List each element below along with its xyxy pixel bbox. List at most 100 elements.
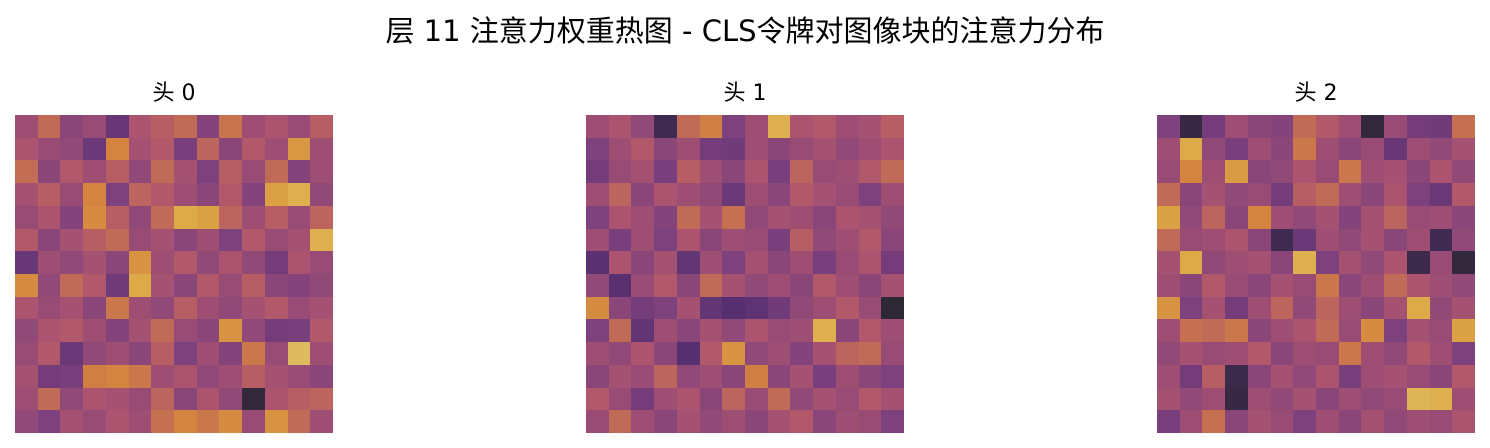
heatmap-cell: [1406, 160, 1430, 184]
heatmap-cell: [1315, 228, 1339, 252]
heatmap-cell: [1315, 387, 1339, 411]
heatmap-cell: [37, 319, 61, 343]
heatmap-cell: [1338, 137, 1362, 161]
heatmap-cell: [105, 410, 129, 433]
heatmap-cell: [264, 410, 288, 433]
heatmap-cell: [37, 183, 61, 206]
heatmap-cell: [105, 183, 129, 206]
heatmap-cell: [1225, 410, 1248, 433]
heatmap-cell: [654, 137, 677, 161]
heatmap-cell: [287, 410, 311, 433]
heatmap-cell: [219, 410, 243, 433]
heatmap-cell: [1384, 228, 1407, 252]
heatmap-cell: [1338, 160, 1362, 184]
heatmap-cell: [631, 387, 655, 411]
heatmap-cell: [1270, 342, 1294, 365]
heatmap-cell: [586, 137, 609, 161]
heatmap-cell: [1270, 251, 1294, 274]
heatmap-cell: [173, 319, 197, 343]
heatmap-cell: [1293, 342, 1316, 365]
heatmap-cell: [242, 251, 265, 274]
heatmap-cell: [1429, 160, 1453, 184]
heatmap-cell: [219, 364, 243, 388]
heatmap-cell: [858, 273, 882, 297]
heatmap-cell: [767, 342, 791, 365]
heatmap-cell: [631, 273, 655, 297]
heatmap-cell: [1452, 273, 1475, 297]
heatmap-cell: [676, 160, 700, 184]
heatmap-cell: [744, 115, 768, 138]
heatmap-cell: [128, 137, 152, 161]
heatmap-cell: [196, 410, 220, 433]
heatmap-cell: [744, 205, 768, 229]
heatmap-cell: [790, 137, 814, 161]
heatmap-cell: [858, 228, 882, 252]
heatmap-cell: [676, 115, 700, 138]
heatmap-cell: [219, 296, 243, 320]
heatmap-cell: [264, 296, 288, 320]
heatmap-cell: [1338, 183, 1362, 206]
heatmap-cell: [744, 137, 768, 161]
heatmap-cell: [858, 410, 882, 433]
heatmap-cell: [790, 342, 814, 365]
heatmap-cell: [219, 137, 243, 161]
heatmap-cell: [60, 160, 84, 184]
heatmap-cell: [767, 205, 791, 229]
heatmap-cell: [1384, 342, 1407, 365]
heatmap-cell: [1225, 183, 1248, 206]
heatmap-cell: [1247, 251, 1271, 274]
heatmap-cell: [835, 410, 859, 433]
heatmap-cell: [881, 387, 904, 411]
heatmap-cell: [813, 342, 836, 365]
heatmap-cell: [1157, 296, 1180, 320]
heatmap-cell: [1338, 364, 1362, 388]
heatmap-cell: [813, 296, 836, 320]
heatmap-cell: [151, 296, 174, 320]
heatmap-cell: [813, 115, 836, 138]
heatmap-cell: [722, 387, 745, 411]
heatmap-cell: [813, 183, 836, 206]
heatmap-cell: [722, 137, 745, 161]
heatmap-cell: [631, 251, 655, 274]
heatmap-cell: [586, 364, 609, 388]
heatmap-cell: [790, 410, 814, 433]
heatmap-cell: [37, 115, 61, 138]
heatmap-cell: [608, 228, 632, 252]
heatmap-cell: [676, 183, 700, 206]
heatmap-cell: [1270, 205, 1294, 229]
heatmap-cell: [1384, 251, 1407, 274]
heatmap-cell: [586, 160, 609, 184]
heatmap-panel-head-2: 头 2: [1157, 78, 1475, 433]
heatmap-cell: [1452, 410, 1475, 433]
heatmap-cell: [1338, 387, 1362, 411]
heatmap-cell: [744, 319, 768, 343]
heatmap-cell: [744, 273, 768, 297]
heatmap-cell: [699, 160, 723, 184]
heatmap-cell: [813, 364, 836, 388]
heatmap-cell: [60, 183, 84, 206]
heatmap-cell: [60, 205, 84, 229]
heatmap-cell: [767, 364, 791, 388]
heatmap-cell: [196, 387, 220, 411]
heatmap-cell: [83, 364, 106, 388]
heatmap-cell: [15, 410, 38, 433]
heatmap-cell: [1429, 205, 1453, 229]
heatmap-cell: [858, 183, 882, 206]
heatmap-cell: [1202, 137, 1226, 161]
heatmap-cell: [790, 183, 814, 206]
heatmap-cell: [287, 137, 311, 161]
heatmap-cell: [1361, 387, 1385, 411]
heatmap-cell: [676, 228, 700, 252]
heatmap-cell: [722, 342, 745, 365]
heatmap-cell: [105, 387, 129, 411]
heatmap-cell: [835, 342, 859, 365]
heatmap-cell: [858, 342, 882, 365]
heatmap-cell: [242, 183, 265, 206]
heatmap-cell: [1338, 296, 1362, 320]
heatmap-cell: [1179, 160, 1203, 184]
heatmap-cell: [1179, 342, 1203, 365]
heatmap-cell: [1384, 387, 1407, 411]
heatmap-cell: [881, 183, 904, 206]
heatmap-cell: [128, 183, 152, 206]
heatmap-cell: [1406, 273, 1430, 297]
